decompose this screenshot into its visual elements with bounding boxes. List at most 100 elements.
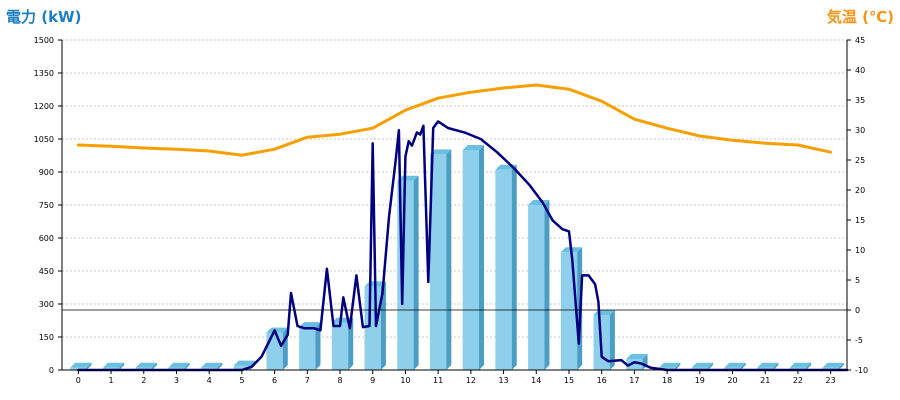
bar — [331, 317, 354, 370]
bar-side — [119, 362, 125, 370]
bar-top — [299, 322, 321, 328]
right-tick-label: 15 — [855, 216, 865, 225]
bar-front — [331, 322, 349, 370]
bar-front — [429, 154, 447, 370]
bar-front — [266, 332, 283, 370]
x-tick-label: 18 — [662, 376, 672, 385]
bar-side — [675, 362, 681, 370]
right-tick-label: 45 — [855, 36, 865, 45]
x-tick-label: 6 — [272, 376, 277, 385]
bar-top — [70, 362, 92, 368]
x-tick-label: 19 — [695, 376, 705, 385]
x-tick-label: 22 — [793, 376, 803, 385]
bar-front — [364, 286, 381, 370]
bar-top — [789, 362, 812, 368]
x-tick-label: 5 — [239, 376, 244, 385]
x-tick-label: 15 — [564, 376, 574, 385]
right-tick-label: 40 — [855, 66, 865, 75]
right-tick-label: 0 — [855, 306, 860, 315]
bar-front — [626, 359, 643, 370]
right-tick-label: 20 — [855, 186, 865, 195]
x-tick-label: 7 — [305, 376, 310, 385]
bar-front — [495, 169, 512, 370]
x-tick-label: 9 — [370, 376, 375, 385]
x-tick-label: 20 — [727, 376, 737, 385]
right-tick-label: 5 — [855, 276, 860, 285]
left-tick-label: 900 — [39, 168, 54, 177]
x-tick-label: 12 — [466, 376, 476, 385]
bar — [560, 247, 583, 370]
right-tick-label: -10 — [855, 366, 868, 375]
bar-top — [168, 362, 190, 368]
x-tick-label: 10 — [400, 376, 410, 385]
x-tick-label: 0 — [76, 376, 81, 385]
bar — [266, 327, 288, 370]
bar-top — [135, 362, 157, 368]
bar — [299, 322, 321, 370]
bar-series — [70, 145, 844, 370]
bar-side — [707, 362, 713, 370]
bar-top — [462, 145, 485, 150]
left-tick-label: 600 — [39, 234, 54, 243]
bar-side — [348, 317, 354, 370]
bar — [495, 164, 517, 370]
bar-side — [479, 145, 485, 370]
x-tick-label: 14 — [531, 376, 541, 385]
bar-side — [511, 164, 517, 370]
bar-top — [822, 362, 844, 368]
bar — [462, 145, 485, 370]
bar-top — [102, 362, 125, 368]
bar-top — [201, 362, 223, 368]
bar-side — [838, 362, 844, 370]
grid-lines — [62, 39, 847, 338]
x-tick-label: 21 — [760, 376, 770, 385]
bar-top — [724, 362, 746, 368]
x-tick-label: 2 — [141, 376, 146, 385]
bar-front — [233, 365, 251, 370]
bar-top — [691, 362, 713, 368]
bar-side — [773, 362, 779, 370]
bar-top — [266, 327, 288, 333]
bar-side — [740, 362, 746, 370]
bar-front — [528, 205, 545, 370]
bar-top — [757, 362, 779, 368]
axes: 01503004506007509001050120013501500-10-5… — [34, 36, 868, 385]
x-tick-label: 16 — [597, 376, 607, 385]
bar-front — [299, 327, 316, 370]
bar-front — [560, 252, 578, 370]
bar-top — [429, 149, 452, 155]
left-tick-label: 300 — [39, 300, 54, 309]
bar-front — [462, 150, 480, 370]
bar-side — [544, 200, 550, 370]
bar-top — [397, 175, 419, 181]
bar-top — [233, 360, 256, 366]
bar-side — [413, 175, 419, 370]
left-tick-label: 1500 — [34, 36, 54, 45]
bar-side — [315, 322, 321, 370]
left-tick-label: 1350 — [34, 69, 54, 78]
bar-side — [151, 362, 157, 370]
bar — [528, 200, 550, 370]
bar — [429, 149, 452, 370]
right-tick-label: 30 — [855, 126, 865, 135]
left-tick-label: 150 — [39, 333, 54, 342]
left-tick-label: 450 — [39, 267, 54, 276]
right-tick-label: 10 — [855, 246, 865, 255]
x-tick-label: 13 — [498, 376, 508, 385]
bar-side — [806, 362, 812, 370]
x-tick-label: 4 — [207, 376, 212, 385]
temperature-line — [76, 83, 833, 157]
bar-side — [609, 310, 615, 370]
right-axis-title: 気温 (℃) — [827, 8, 894, 26]
left-tick-label: 0 — [49, 366, 54, 375]
x-tick-label: 1 — [109, 376, 114, 385]
power-line — [77, 120, 849, 372]
bar-side — [380, 281, 386, 370]
x-tick-label: 17 — [629, 376, 639, 385]
x-tick-label: 23 — [826, 376, 836, 385]
line-series — [76, 83, 849, 372]
right-tick-label: -5 — [855, 336, 863, 345]
left-tick-label: 750 — [39, 201, 54, 210]
left-tick-label: 1200 — [34, 102, 54, 111]
